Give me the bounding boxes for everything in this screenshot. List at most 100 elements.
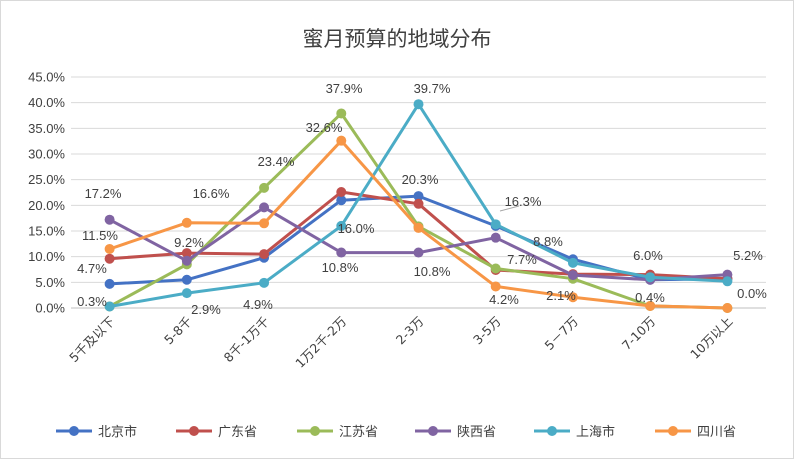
data-label: 4.7%: [77, 261, 107, 276]
series-四川省: [104, 135, 733, 313]
leader-line: [499, 205, 520, 212]
data-point: [104, 278, 115, 289]
data-point: [645, 272, 656, 283]
data-label: 20.3%: [402, 172, 439, 187]
data-label: 23.4%: [258, 154, 295, 169]
data-point: [336, 195, 347, 206]
data-label: 16.3%: [505, 194, 542, 209]
legend-label: 上海市: [576, 424, 615, 440]
data-point: [259, 202, 270, 213]
data-point: [104, 214, 115, 225]
y-tick-label: 20.0%: [28, 198, 65, 213]
legend-marker: [69, 426, 79, 436]
data-label: 10.8%: [322, 260, 359, 275]
data-point: [413, 99, 424, 110]
series-group: [104, 99, 733, 313]
data-point: [722, 303, 733, 313]
data-point: [490, 232, 501, 243]
legend-label: 四川省: [697, 425, 736, 440]
data-label: 17.2%: [85, 186, 122, 201]
data-point: [336, 135, 347, 146]
data-point: [567, 292, 578, 303]
data-point: [413, 222, 424, 233]
data-point: [104, 253, 115, 264]
data-point: [567, 257, 578, 268]
y-axis: 0.0% 5.0% 10.0% 15.0% 20.0% 25.0% 30.0% 35.0% 40…: [28, 70, 65, 316]
data-point: [336, 108, 347, 119]
y-tick-label: 5.0%: [35, 275, 65, 290]
legend-label: 江苏省: [339, 424, 378, 440]
data-label: 0.4%: [635, 290, 665, 305]
legend-item: 广东省: [176, 425, 257, 440]
y-tick-label: 25.0%: [28, 172, 65, 187]
legend-marker: [547, 426, 557, 436]
data-label: 0.3%: [77, 294, 107, 309]
legend-item: 江苏省: [297, 424, 378, 440]
data-label: 37.9%: [326, 81, 363, 96]
chart-title: 蜜月预算的地域分布: [303, 27, 492, 51]
data-point: [722, 276, 733, 287]
legend-label: 北京市: [98, 424, 137, 440]
legend-item: 陕西省: [415, 425, 496, 440]
data-point: [259, 218, 270, 229]
legend-marker: [189, 426, 199, 436]
data-point: [259, 249, 270, 260]
data-point: [181, 248, 192, 259]
data-label: 0.0%: [737, 286, 767, 301]
data-point: [104, 301, 115, 312]
data-label: 11.5%: [82, 228, 118, 243]
series-陕西省: [104, 202, 733, 285]
data-label: 10.8%: [414, 264, 451, 279]
y-tick-label: 15.0%: [28, 224, 65, 239]
data-labels: 17.2% 16.6% 23.4% 37.9% 39.7% 32.6% 20.3% 16.3%…: [77, 81, 767, 317]
legend-label: 广东省: [218, 425, 257, 440]
data-point: [490, 263, 501, 274]
data-label: 9.2%: [174, 235, 204, 250]
legend-marker: [310, 426, 320, 436]
legend-marker: [428, 426, 438, 436]
legend-item: 北京市: [56, 424, 137, 440]
data-label: 7.7%: [507, 252, 537, 267]
legend: 北京市 广东省 江苏省 陕西省 上海市 四川省: [56, 424, 736, 440]
data-label: 4.2%: [489, 292, 519, 307]
data-point: [413, 198, 424, 209]
data-point: [259, 277, 270, 288]
data-label: 8.8%: [533, 234, 563, 249]
legend-label: 陕西省: [457, 425, 496, 440]
data-point: [181, 217, 192, 228]
data-point: [645, 300, 656, 311]
data-label: 6.0%: [633, 248, 663, 263]
legend-item: 四川省: [655, 425, 736, 440]
data-point: [336, 220, 347, 231]
y-tick-label: 40.0%: [28, 95, 65, 110]
legend-item: 上海市: [534, 424, 615, 440]
data-label: 2.9%: [191, 302, 221, 317]
data-label: 5.2%: [733, 248, 763, 263]
data-point: [259, 182, 270, 193]
data-point: [413, 191, 424, 202]
data-point: [490, 219, 501, 230]
data-label: 4.9%: [243, 297, 273, 312]
data-point: [336, 186, 347, 197]
y-tick-label: 35.0%: [28, 121, 65, 136]
data-point: [336, 247, 347, 258]
data-label: 32.6%: [306, 120, 343, 135]
y-tick-label: 10.0%: [28, 249, 65, 264]
data-point: [567, 270, 578, 281]
data-label: 2.1%: [546, 288, 576, 303]
data-point: [413, 247, 424, 258]
data-label: 16.0%: [338, 221, 375, 236]
y-tick-label: 45.0%: [28, 70, 65, 85]
y-tick-label: 0.0%: [35, 301, 65, 316]
data-point: [490, 281, 501, 292]
data-point: [181, 288, 192, 299]
data-label: 39.7%: [414, 81, 451, 96]
data-point: [181, 255, 192, 266]
y-tick-label: 30.0%: [28, 147, 65, 162]
data-point: [104, 243, 115, 254]
legend-marker: [668, 426, 678, 436]
data-point: [181, 274, 192, 285]
